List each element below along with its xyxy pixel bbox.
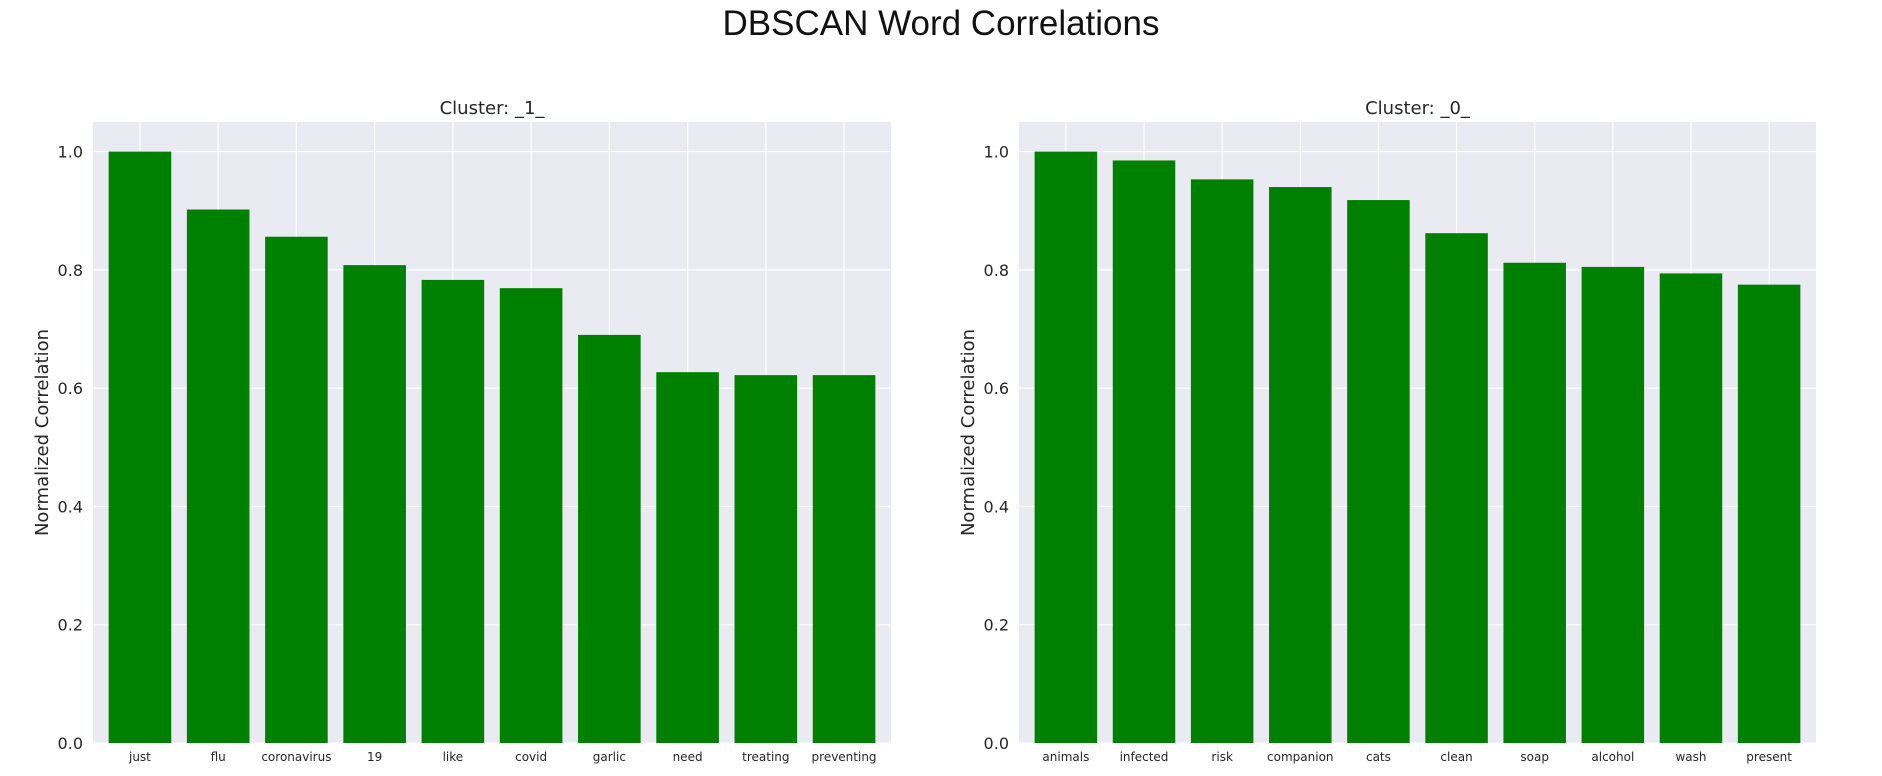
y-axis-label: Normalized Correlation xyxy=(958,329,979,536)
bar-preventing xyxy=(812,375,876,743)
x-tick-label: alcohol xyxy=(1591,750,1634,764)
x-tick-label: like xyxy=(443,750,464,764)
y-tick-label: 1.0 xyxy=(58,143,83,162)
x-tick-label: coronavirus xyxy=(261,750,331,764)
x-tick-label: present xyxy=(1746,750,1792,764)
panel-title: Cluster: _0_ xyxy=(1365,98,1471,119)
x-tick-label: infected xyxy=(1120,750,1169,764)
bar-19 xyxy=(343,265,406,743)
y-tick-label: 0.4 xyxy=(984,497,1009,516)
x-tick-label: garlic xyxy=(593,750,626,764)
y-tick-label: 1.0 xyxy=(984,143,1009,162)
x-tick-label: need xyxy=(673,750,703,764)
bar-cats xyxy=(1347,200,1410,743)
bar-covid xyxy=(499,288,563,743)
x-tick-label: animals xyxy=(1042,750,1089,764)
y-tick-label: 0.8 xyxy=(58,261,83,280)
chart-panel-cluster-1: 0.0 0.2 0.4 0.6 0.8 1.0 just flu coronavirus 19 li… xyxy=(32,98,891,764)
bar-present xyxy=(1737,284,1801,743)
chart-panel-cluster-0: 0.0 0.2 0.4 0.6 0.8 1.0 animals infected risk com… xyxy=(958,98,1816,764)
bar-flu xyxy=(186,209,250,743)
bar-infected xyxy=(1112,160,1176,743)
bar-like xyxy=(421,279,485,743)
x-tick-label: just xyxy=(128,750,151,764)
x-tick-label: treating xyxy=(742,750,789,764)
bar-clean xyxy=(1425,233,1488,743)
figure-title: DBSCAN Word Correlations xyxy=(722,4,1160,43)
x-tick-label: risk xyxy=(1211,750,1233,764)
bar-coronavirus xyxy=(265,236,328,744)
panel-title: Cluster: _1_ xyxy=(440,98,546,119)
bar-need xyxy=(656,372,719,743)
y-tick-label: 0.6 xyxy=(58,379,83,398)
y-tick-label: 0.4 xyxy=(58,497,83,516)
y-tick-label: 0.2 xyxy=(984,616,1009,635)
y-tick-label: 0.6 xyxy=(984,379,1009,398)
bar-companion xyxy=(1269,187,1332,744)
y-tick-label: 0.2 xyxy=(58,616,83,635)
x-tick-label: soap xyxy=(1520,750,1549,764)
y-tick-label: 0.0 xyxy=(984,734,1009,753)
x-tick-label: clean xyxy=(1440,750,1472,764)
bar-soap xyxy=(1503,262,1566,743)
y-axis-label: Normalized Correlation xyxy=(32,329,53,536)
bar-alcohol xyxy=(1581,266,1645,743)
x-tick-label: preventing xyxy=(812,750,877,764)
bar-just xyxy=(108,151,172,744)
bar-animals xyxy=(1034,151,1098,744)
bar-treating xyxy=(734,375,798,743)
bar-garlic xyxy=(578,334,641,743)
x-tick-label: 19 xyxy=(367,750,382,764)
x-tick-label: cats xyxy=(1366,750,1391,764)
x-tick-label: flu xyxy=(211,750,226,764)
x-tick-label: covid xyxy=(515,750,547,764)
x-tick-label: companion xyxy=(1267,750,1334,764)
bar-wash xyxy=(1659,273,1723,743)
y-tick-label: 0.8 xyxy=(984,261,1009,280)
x-tick-label: wash xyxy=(1675,750,1706,764)
bar-risk xyxy=(1190,179,1254,743)
y-tick-label: 0.0 xyxy=(58,734,83,753)
